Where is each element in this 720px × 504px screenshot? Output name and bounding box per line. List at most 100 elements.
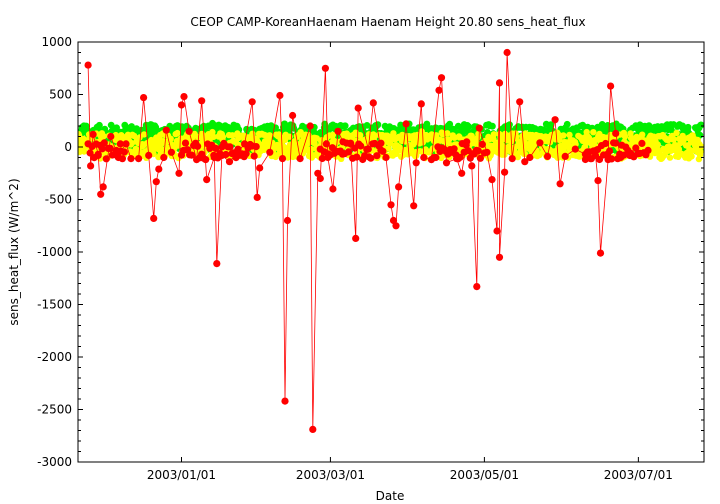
x-tick-label: 2003/05/01 — [450, 468, 519, 482]
band-point — [418, 128, 425, 135]
red-point — [352, 234, 360, 242]
x-axis-label: Date — [376, 489, 405, 503]
red-point — [334, 127, 342, 135]
band-point — [413, 152, 420, 159]
red-point — [561, 152, 569, 160]
red-point — [395, 183, 403, 191]
band-point — [281, 136, 289, 143]
band-point — [666, 154, 674, 161]
red-point — [392, 222, 400, 230]
band-point — [297, 129, 304, 136]
red-point — [276, 91, 284, 100]
red-point — [145, 151, 153, 159]
red-point — [202, 156, 210, 164]
red-point — [606, 147, 614, 155]
red-point — [420, 153, 428, 162]
band-point — [514, 153, 521, 161]
red-point — [521, 158, 529, 166]
red-point — [318, 154, 326, 163]
red-point — [162, 126, 170, 134]
red-point — [114, 148, 122, 156]
band-point — [356, 132, 364, 139]
red-point — [450, 145, 458, 153]
red-point — [387, 201, 395, 209]
red-point — [281, 397, 289, 405]
red-point — [177, 101, 186, 109]
band-point — [128, 140, 136, 147]
red-point — [402, 120, 410, 128]
red-point — [556, 180, 564, 188]
red-series-line-layer — [87, 52, 631, 430]
band-point — [423, 120, 431, 128]
red-point — [87, 162, 95, 170]
band-point — [167, 135, 174, 142]
band-point — [140, 131, 148, 138]
red-point — [222, 150, 230, 159]
red-point — [120, 148, 128, 156]
red-series-layer — [84, 48, 652, 433]
band-point — [621, 133, 629, 140]
band-point — [654, 141, 661, 148]
band-point — [627, 130, 634, 137]
red-point — [283, 216, 292, 225]
red-point — [581, 155, 590, 164]
red-point — [213, 260, 221, 268]
plot-area — [78, 48, 704, 433]
band-point — [684, 123, 692, 131]
red-point — [322, 140, 330, 148]
band-point — [673, 129, 680, 137]
red-point — [266, 148, 274, 156]
red-point — [608, 155, 616, 163]
red-point — [596, 249, 605, 257]
band-point — [219, 133, 227, 141]
red-point — [473, 283, 481, 291]
red-point — [357, 142, 365, 150]
band-point — [100, 133, 107, 140]
band-point — [547, 121, 555, 128]
y-tick-label: 500 — [49, 88, 72, 102]
x-tick-label: 2003/07/01 — [604, 468, 673, 482]
red-point — [363, 145, 371, 153]
band-point — [446, 120, 454, 128]
band-point — [80, 148, 88, 155]
red-point — [516, 98, 524, 106]
red-point — [571, 145, 579, 153]
red-point — [526, 153, 534, 162]
red-point — [607, 82, 615, 90]
red-point — [379, 147, 387, 155]
red-point — [478, 140, 486, 148]
red-point — [181, 139, 190, 147]
band-point — [284, 154, 292, 161]
red-point — [86, 149, 94, 157]
red-point — [248, 98, 256, 106]
y-tick-label: -2500 — [37, 403, 72, 417]
red-point — [456, 153, 464, 161]
red-point — [369, 99, 377, 107]
red-point — [437, 74, 446, 82]
x-tick-label: 2003/03/01 — [296, 468, 365, 482]
red-point — [94, 151, 102, 159]
red-point — [612, 139, 620, 147]
red-point — [435, 86, 443, 94]
red-point — [493, 227, 501, 235]
red-point — [150, 214, 158, 222]
band-point — [563, 120, 571, 128]
red-point — [98, 145, 106, 153]
band-point — [210, 133, 217, 140]
band-point — [329, 131, 337, 139]
red-point — [253, 193, 261, 201]
red-point — [203, 176, 211, 184]
red-point — [84, 61, 92, 69]
red-point — [106, 144, 114, 152]
red-point — [289, 111, 297, 120]
red-point — [135, 155, 143, 163]
red-point — [377, 139, 385, 147]
red-point — [185, 127, 193, 135]
red-point — [612, 129, 620, 137]
y-tick-label: 1000 — [41, 35, 72, 49]
red-point — [551, 116, 559, 124]
red-point — [587, 155, 596, 163]
red-point — [242, 150, 250, 158]
red-point — [155, 165, 163, 173]
red-point — [468, 162, 476, 170]
